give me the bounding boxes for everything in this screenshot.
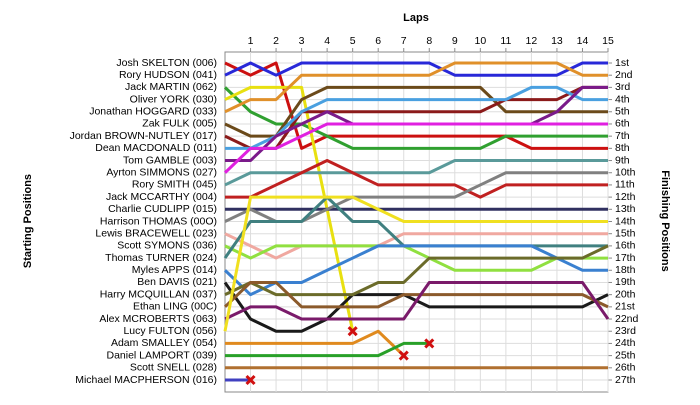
y-tick-label: Zak FULK (005) — [142, 118, 217, 130]
y-tick-label: Adam SMALLEY (054) — [111, 337, 217, 349]
y2-tick-label: 14th — [615, 215, 636, 227]
retirement-marker — [245, 374, 256, 386]
y-tick-label: Josh SKELTON (006) — [116, 57, 217, 69]
y-tick-label: Michael MACPHERSON (016) — [75, 374, 217, 386]
position-line — [223, 195, 608, 332]
y-axis-title: Starting Positions — [22, 174, 34, 268]
y-tick-label: Harry MCQUILLAN (037) — [100, 288, 217, 300]
x-tick-label: 13 — [551, 35, 563, 47]
y2-tick-label: 11th — [615, 179, 635, 191]
x-tick-label: 14 — [577, 35, 589, 47]
x-tick-label: 3 — [299, 35, 305, 47]
y-tick-label: Jordan BROWN-NUTLEY (017) — [70, 130, 217, 142]
position-line — [224, 61, 608, 114]
y-tick-label: Ayrton SIMMONS (027) — [106, 167, 217, 179]
y-tick-label: Thomas TURNER (024) — [105, 252, 217, 264]
position-line — [224, 85, 608, 138]
y-tick-label: Jonathan HOGGARD (033) — [89, 106, 217, 118]
position-line — [224, 280, 610, 321]
y2-tick-label: 19th — [615, 276, 636, 288]
position-line — [225, 85, 608, 150]
retirement-marker — [347, 326, 358, 337]
y-tick-label: Lewis BRACEWELL (023) — [95, 227, 217, 239]
position-line — [225, 329, 405, 357]
y2-axis-title: Finishing Positions — [659, 170, 671, 271]
y-tick-label: Jack MARTIN (062) — [125, 81, 217, 93]
x-tick-label: 8 — [426, 35, 432, 47]
y-tick-label: Alex MCROBERTS (063) — [99, 313, 217, 325]
y2-tick-label: 10th — [615, 167, 636, 179]
y2-tick-label: 18th — [615, 264, 636, 276]
x-tick-label: 4 — [324, 35, 330, 47]
y-tick-label: Ethan LING (00C) — [133, 301, 217, 313]
y-tick-label: Rory HUDSON (041) — [119, 69, 217, 81]
y2-tick-label: 22nd — [615, 313, 639, 325]
y-tick-label: Scott SNELL (028) — [130, 362, 217, 374]
x-tick-label: 12 — [526, 35, 538, 47]
y2-tick-label: 15th — [615, 227, 636, 239]
y2-tick-label: 27th — [615, 374, 636, 386]
y2-tick-label: 1st — [615, 57, 629, 69]
y2-tick-label: 24th — [615, 337, 636, 349]
y2-tick-label: 5th — [615, 106, 630, 118]
y-tick-label: Harrison THOMAS (00O) — [100, 215, 217, 227]
x-tick-label: 10 — [474, 35, 486, 47]
position-line — [223, 244, 608, 297]
x-axis-title: Laps — [403, 12, 429, 24]
position-line — [224, 244, 608, 272]
y-tick-label: Lucy FULTON (056) — [123, 325, 217, 337]
y-tick-label: Rory SMITH (045) — [132, 179, 217, 191]
y2-tick-label: 9th — [615, 154, 630, 166]
y2-tick-label: 7th — [615, 130, 630, 142]
y-tick-label: Dean MACDONALD (011) — [95, 142, 217, 154]
y-tick-label: Daniel LAMPORT (039) — [107, 349, 218, 361]
x-tick-label: 1 — [248, 35, 254, 47]
y-tick-label: Oliver YORK (030) — [130, 93, 217, 105]
position-line — [224, 61, 608, 77]
position-line — [224, 61, 608, 150]
position-line — [224, 159, 608, 187]
y2-tick-label: 17th — [615, 252, 636, 264]
y2-tick-label: 25th — [615, 349, 636, 361]
y-tick-label: Charlie CUDLIPP (015) — [108, 203, 217, 215]
y2-tick-label: 6th — [615, 118, 630, 130]
y2-tick-label: 13th — [615, 203, 636, 215]
retirement-marker — [424, 338, 435, 349]
y2-tick-label: 2nd — [615, 69, 633, 81]
y-tick-label: Ben DAVIS (021) — [137, 276, 217, 288]
y2-tick-label: 12th — [615, 191, 636, 203]
x-tick-label: 9 — [452, 35, 458, 47]
x-tick-label: 5 — [350, 35, 356, 47]
y2-tick-label: 23rd — [615, 325, 636, 337]
x-tick-label: 7 — [401, 35, 407, 47]
position-line — [223, 280, 609, 309]
x-tick-label: 15 — [602, 35, 614, 47]
y2-tick-label: 20th — [615, 288, 636, 300]
y-tick-label: Myles APPS (014) — [132, 264, 217, 276]
position-line — [224, 232, 608, 260]
y2-tick-label: 4th — [615, 93, 630, 105]
y-tick-label: Tom GAMBLE (003) — [123, 154, 217, 166]
x-tick-label: 11 — [500, 35, 511, 47]
y2-tick-label: 8th — [615, 142, 630, 154]
y2-tick-label: 16th — [615, 240, 636, 252]
y2-tick-label: 26th — [615, 362, 636, 374]
y-tick-label: Jack MCCARTHY (004) — [106, 191, 217, 203]
position-line — [223, 122, 608, 174]
y-tick-label: Scott SYMONS (036) — [117, 240, 217, 252]
position-line — [225, 341, 430, 358]
position-line — [225, 159, 608, 199]
y2-tick-label: 3rd — [615, 81, 630, 93]
retirement-marker — [398, 350, 409, 361]
x-tick-label: 6 — [375, 35, 381, 47]
x-tick-label: 2 — [273, 35, 279, 47]
y2-tick-label: 21st — [615, 301, 635, 313]
